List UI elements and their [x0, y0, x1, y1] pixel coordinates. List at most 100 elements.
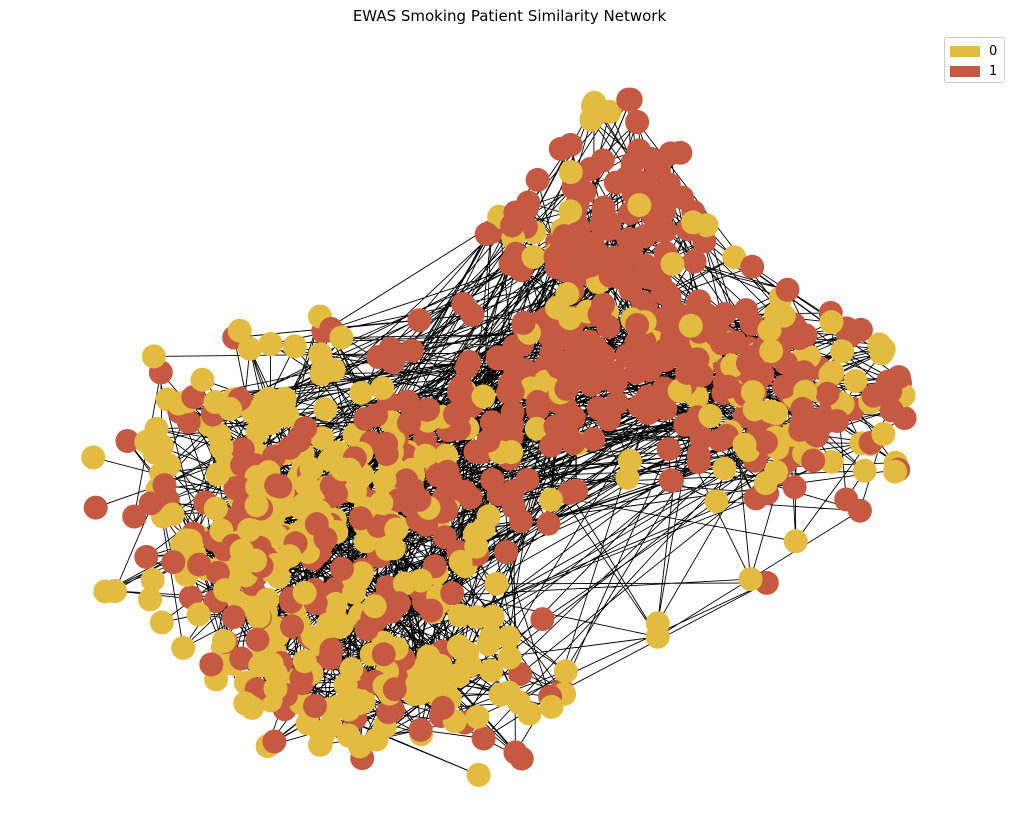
node-class-0: [408, 568, 433, 593]
node-class-1: [134, 544, 159, 569]
node-class-1: [625, 313, 650, 337]
node-class-0: [160, 502, 185, 527]
node-class-0: [150, 434, 174, 458]
node-class-1: [605, 391, 629, 416]
node-class-0: [558, 160, 583, 185]
node-class-1: [564, 478, 589, 503]
node-class-0: [506, 690, 531, 715]
node-class-1: [658, 313, 682, 338]
node-class-1: [479, 410, 504, 435]
node-class-1: [399, 338, 424, 363]
node-class-0: [678, 313, 703, 338]
node-class-1: [485, 345, 510, 370]
node-class-1: [432, 525, 457, 550]
node-class-1: [771, 374, 796, 399]
node-class-0: [871, 422, 896, 446]
node-class-0: [227, 318, 252, 343]
node-class-1: [601, 360, 626, 385]
node-class-0: [347, 734, 372, 759]
node-class-0: [819, 449, 844, 474]
node-class-0: [771, 303, 796, 328]
node-class-0: [402, 682, 427, 706]
node-class-1: [625, 110, 650, 134]
node-class-0: [349, 380, 374, 405]
node-class-1: [268, 474, 293, 499]
node-class-1: [587, 302, 612, 327]
node-class-0: [308, 720, 333, 744]
node-class-1: [394, 468, 419, 493]
node-class-1: [775, 277, 800, 302]
node-class-1: [579, 253, 604, 278]
node-class-0: [738, 567, 763, 592]
node-class-1: [494, 540, 519, 565]
node-class-0: [479, 658, 504, 683]
node-class-0: [313, 397, 338, 422]
node-class-1: [474, 222, 499, 247]
node-class-1: [500, 413, 524, 438]
node-class-0: [277, 544, 302, 569]
node-class-1: [878, 379, 903, 404]
node-class-0: [448, 549, 473, 574]
node-class-1: [712, 302, 737, 326]
node-class-1: [318, 646, 342, 671]
node-class-1: [330, 556, 354, 581]
node-class-0: [759, 339, 784, 363]
node-class-0: [237, 517, 262, 542]
node-class-1: [652, 198, 677, 223]
node-class-1: [500, 213, 525, 238]
node-class-1: [515, 195, 540, 220]
node-class-0: [455, 640, 480, 665]
node-class-0: [558, 199, 583, 224]
node-class-1: [503, 740, 528, 765]
node-class-0: [292, 580, 317, 605]
node-class-0: [843, 369, 868, 393]
node-class-1: [646, 218, 670, 243]
node-class-1: [653, 338, 678, 363]
node-class-1: [460, 302, 485, 327]
node-class-1: [674, 360, 699, 385]
node-class-0: [372, 468, 397, 492]
node-class-0: [141, 344, 166, 369]
node-class-1: [382, 677, 407, 702]
legend-item-1: 1: [950, 62, 997, 80]
node-class-1: [419, 598, 444, 623]
node-class-1: [583, 335, 608, 360]
node-class-1: [670, 185, 695, 210]
node-class-1: [815, 381, 840, 406]
node-class-1: [714, 423, 739, 448]
node-class-1: [558, 370, 583, 395]
node-class-0: [712, 456, 737, 481]
node-class-0: [883, 459, 908, 484]
node-class-1: [371, 642, 396, 667]
node-class-0: [580, 94, 605, 118]
node-class-0: [742, 397, 767, 422]
node-class-1: [438, 468, 463, 493]
node-class-0: [497, 645, 522, 670]
node-class-1: [199, 652, 224, 677]
node-class-0: [103, 579, 127, 603]
node-class-0: [722, 245, 747, 270]
node-class-1: [138, 491, 163, 516]
node-class-0: [258, 411, 283, 435]
node-class-0: [240, 695, 265, 720]
node-class-0: [617, 448, 642, 473]
node-class-0: [370, 376, 395, 400]
node-class-1: [646, 159, 671, 184]
chart-title: EWAS Smoking Patient Similarity Network: [352, 7, 667, 25]
node-class-1: [245, 627, 270, 652]
node-class-0: [476, 632, 501, 657]
node-class-0: [289, 495, 313, 520]
node-class-1: [115, 429, 140, 453]
node-class-1: [408, 717, 433, 742]
node-class-1: [753, 430, 778, 455]
node-class-0: [463, 522, 487, 547]
node-class-0: [347, 691, 372, 716]
node-class-1: [304, 512, 329, 537]
node-class-0: [229, 538, 254, 563]
node-class-1: [287, 428, 312, 453]
node-class-0: [447, 603, 472, 628]
node-class-1: [187, 552, 212, 577]
node-class-1: [703, 322, 728, 347]
node-class-1: [736, 351, 760, 376]
node-class-1: [364, 403, 389, 428]
